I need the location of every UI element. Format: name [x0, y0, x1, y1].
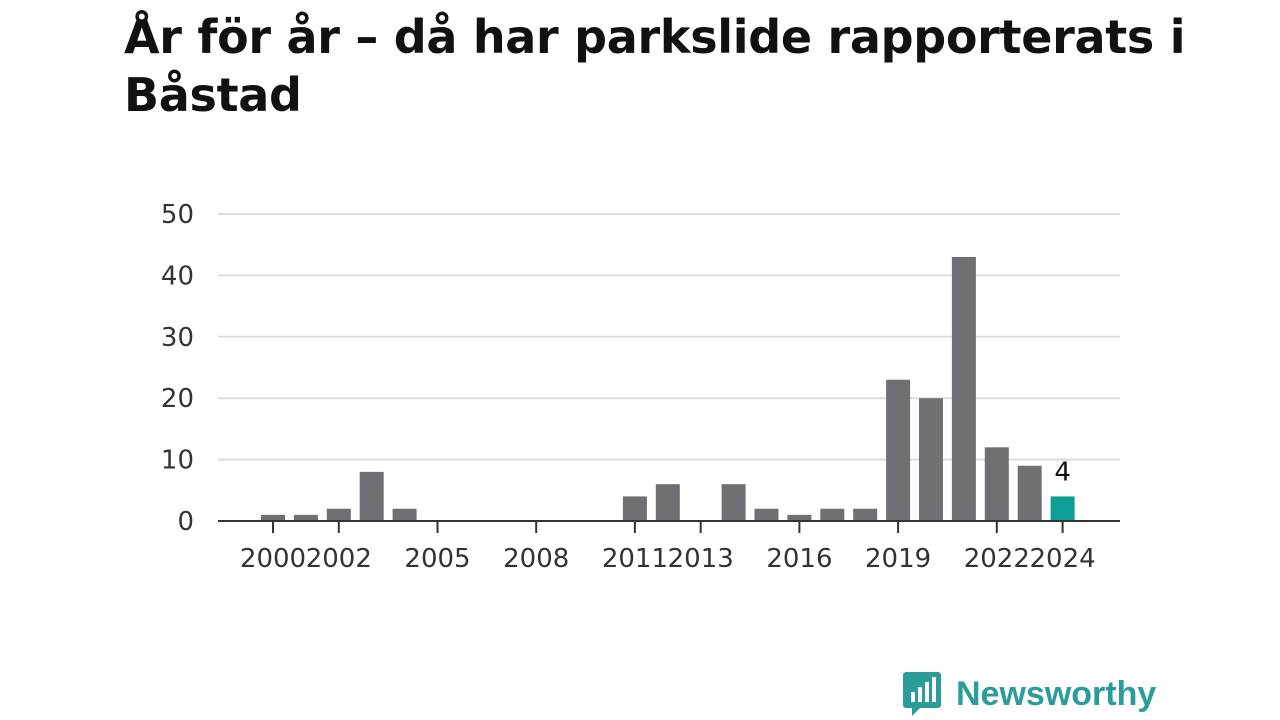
bar-2017 — [820, 508, 845, 521]
bar-2014 — [721, 484, 746, 521]
x-tick-label: 2005 — [404, 544, 470, 574]
bar-2001 — [293, 514, 318, 521]
x-tick-label: 2019 — [865, 544, 931, 574]
x-tick-label: 2000 — [240, 544, 306, 574]
bar-2024 — [1050, 496, 1075, 521]
x-axis — [218, 520, 1120, 533]
newsworthy-brand: Newsworthy — [902, 670, 1156, 718]
bar-2020 — [919, 398, 943, 521]
bar-2000 — [261, 514, 285, 521]
x-tick-label: 2013 — [668, 544, 734, 574]
bar-2016 — [787, 514, 812, 521]
bar-2022 — [984, 447, 1009, 521]
axis-labels: 0 10 20 30 40 50 4 2000 2002 2005 2008 2011 2013 2016… — [161, 200, 1096, 574]
bar-2004 — [392, 508, 417, 521]
gridlines — [218, 213, 1120, 461]
bars — [261, 256, 1075, 521]
bar-2023 — [1017, 465, 1042, 521]
y-tick-label: 0 — [177, 507, 194, 537]
bar-2015 — [754, 508, 779, 521]
bar-2012 — [655, 484, 680, 521]
data-label-2024: 4 — [1054, 457, 1071, 487]
brand-name: Newsworthy — [956, 674, 1157, 713]
y-tick-label: 10 — [161, 446, 194, 476]
y-tick-label: 30 — [161, 323, 194, 353]
bar-2018 — [853, 508, 878, 521]
x-tick-label: 2016 — [766, 544, 832, 574]
bar-2011 — [622, 496, 647, 521]
x-tick-label: 2024 — [1030, 544, 1096, 574]
x-tick-label: 2011 — [602, 544, 668, 574]
y-tick-label: 40 — [161, 261, 194, 291]
chart-title: År för år – då har parkslide rapporterat… — [124, 10, 1186, 122]
newsworthy-logo-icon — [903, 672, 941, 716]
bar-2002 — [326, 508, 351, 521]
x-tick-label: 2008 — [503, 544, 569, 574]
bar-2021 — [951, 256, 976, 521]
x-tick-label: 2002 — [306, 544, 372, 574]
y-tick-label: 50 — [161, 200, 194, 230]
y-tick-label: 20 — [161, 384, 194, 414]
bar-2019 — [886, 379, 911, 521]
x-tick-label: 2022 — [964, 544, 1030, 574]
bar-2003 — [359, 471, 384, 521]
